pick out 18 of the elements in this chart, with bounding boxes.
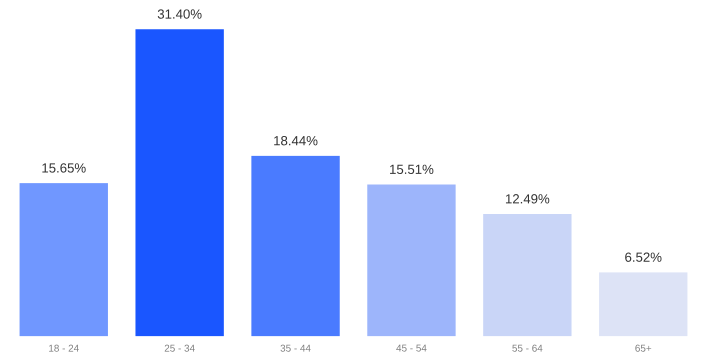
x-tick-label: 45 - 54 xyxy=(396,344,427,352)
bar xyxy=(367,184,456,336)
data-label: 12.49% xyxy=(506,194,550,204)
data-label: 6.52% xyxy=(625,252,662,262)
x-tick-label: 35 - 44 xyxy=(280,344,311,352)
x-tick-label: 25 - 34 xyxy=(164,344,195,352)
data-label: 15.65% xyxy=(42,163,86,172)
x-tick-label: 55 - 64 xyxy=(512,344,542,352)
bar xyxy=(135,29,224,336)
x-tick-label: 65+ xyxy=(635,344,652,352)
data-label: 31.40% xyxy=(158,9,202,19)
bar xyxy=(251,156,340,336)
bar xyxy=(483,214,572,336)
bar xyxy=(20,182,108,336)
data-label: 18.44% xyxy=(274,136,318,146)
bar xyxy=(599,272,688,336)
x-tick-label: 18 - 24 xyxy=(49,344,79,352)
data-label: 15.51% xyxy=(390,164,434,174)
